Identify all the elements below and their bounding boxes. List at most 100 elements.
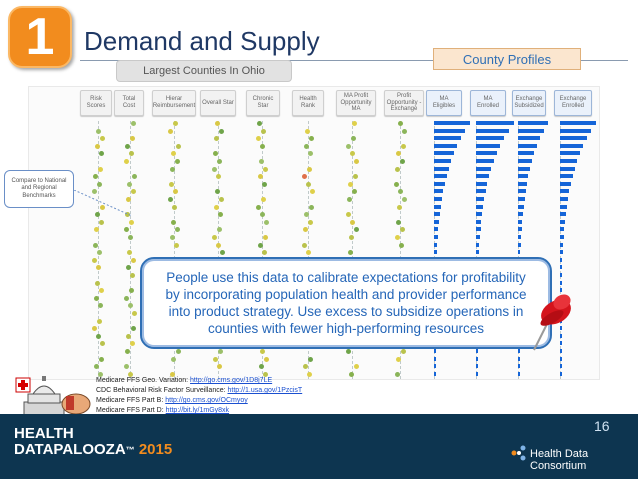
- metric-bar: [560, 136, 587, 141]
- metric-bar: [434, 174, 447, 179]
- metric-bar: [434, 128, 465, 133]
- metric-dot: [130, 341, 135, 347]
- metric-bar: [560, 280, 562, 285]
- reference-link[interactable]: http://bit.ly/1mGy8xk: [165, 407, 230, 414]
- page-number: 16: [594, 418, 610, 434]
- column-guide: [400, 121, 401, 380]
- metric-dot: [307, 166, 312, 172]
- metric-bar: [560, 212, 566, 217]
- metric-dot: [215, 189, 220, 195]
- metric-dot: [402, 128, 407, 134]
- metric-bar: [518, 227, 522, 232]
- reference-link[interactable]: http://go.cms.gov/1D8j7LE: [190, 377, 273, 384]
- metric-dot: [130, 136, 135, 142]
- reference-link[interactable]: http://go.cms.gov/OCmyoy: [165, 397, 248, 404]
- metric-dot: [132, 311, 137, 316]
- metric-dot: [348, 181, 353, 187]
- metric-dot: [129, 151, 134, 157]
- metric-bar: [560, 227, 565, 232]
- column-header[interactable]: MA Enrolled: [470, 90, 506, 116]
- metric-dot: [219, 128, 224, 134]
- metric-bar: [518, 128, 544, 133]
- metric-dot: [351, 136, 356, 142]
- metric-bar: [476, 143, 501, 148]
- county-profiles-tab[interactable]: County Profiles: [433, 48, 581, 70]
- metric-dot: [168, 197, 173, 202]
- metric-bar: [560, 356, 562, 361]
- metric-bar: [434, 242, 438, 247]
- metric-bar: [560, 341, 562, 346]
- metric-bar: [560, 121, 596, 125]
- metric-dot: [396, 219, 401, 225]
- reference-item: Medicare FFS Part D: http://bit.ly/1mGy8…: [96, 407, 230, 414]
- metric-dot: [128, 235, 133, 240]
- metric-dot: [306, 250, 311, 256]
- column-header[interactable]: MA Profit Opportunity MA: [336, 90, 376, 116]
- metric-dot: [256, 204, 261, 210]
- metric-dot: [170, 166, 175, 172]
- metric-dot: [395, 371, 400, 377]
- metric-dot: [258, 242, 263, 248]
- metric-dot: [124, 227, 129, 233]
- metric-dot: [100, 341, 105, 347]
- metric-bar: [434, 121, 470, 125]
- metric-dot: [346, 349, 351, 354]
- metric-bar: [476, 250, 479, 255]
- metric-bar: [560, 371, 562, 376]
- column-header[interactable]: Overall Star: [200, 90, 236, 116]
- metric-bar: [476, 235, 480, 239]
- metric-dot: [96, 333, 101, 339]
- column-header[interactable]: Total Cost: [114, 90, 144, 116]
- metric-bar: [518, 235, 522, 239]
- metric-dot: [100, 204, 105, 210]
- metric-dot: [346, 212, 351, 218]
- metric-dot: [302, 242, 307, 248]
- metric-dot: [353, 174, 358, 180]
- event-logo: HEALTH DATAPALOOZA™ 2015: [14, 425, 173, 458]
- column-header[interactable]: Chronic Star: [246, 90, 280, 116]
- metric-dot: [100, 136, 105, 142]
- reference-link[interactable]: http://1.usa.gov/1PzcisT: [227, 387, 303, 394]
- metric-dot: [350, 151, 355, 157]
- metric-dot: [97, 250, 102, 256]
- column-header[interactable]: Risk Scores: [80, 90, 112, 116]
- metric-dot: [257, 121, 262, 126]
- metric-bar: [476, 242, 480, 247]
- metric-bar: [560, 197, 568, 201]
- metric-dot: [125, 212, 130, 218]
- column-header[interactable]: Profit Opportunity -Exchange: [384, 90, 424, 116]
- metric-bar: [518, 204, 524, 209]
- metric-dot: [214, 136, 219, 142]
- column-header[interactable]: Hierar Reimbursement: [152, 90, 196, 116]
- metric-dot: [218, 212, 223, 218]
- metric-bar: [434, 189, 444, 194]
- column-header[interactable]: Exchange Enrolled: [554, 90, 592, 116]
- metric-dot: [129, 219, 134, 225]
- metric-dot: [170, 235, 175, 240]
- metric-dot: [213, 151, 218, 157]
- metric-dot: [397, 204, 402, 210]
- metric-dot: [398, 121, 403, 126]
- column-header[interactable]: Health Rank: [292, 90, 324, 116]
- column-header[interactable]: MA Eligibles: [426, 90, 462, 116]
- callout-pointer: [74, 190, 133, 217]
- metric-dot: [170, 371, 175, 377]
- metric-dot: [264, 356, 269, 362]
- metric-bar: [518, 136, 541, 141]
- metric-bar: [560, 181, 571, 186]
- metric-dot: [217, 159, 222, 164]
- metric-bar: [560, 273, 562, 277]
- metric-dot: [175, 227, 180, 233]
- metric-bar: [560, 128, 591, 133]
- metric-bar: [518, 356, 520, 361]
- metric-dot: [262, 250, 267, 256]
- column-header[interactable]: Exchange Subsidized: [512, 90, 546, 116]
- references-list: Medicare FFS Geo. Variation: http://go.c…: [96, 376, 302, 416]
- metric-bar: [476, 151, 497, 156]
- metric-dot: [131, 257, 136, 263]
- insight-message: People use this data to calibrate expect…: [140, 257, 552, 349]
- metric-bar: [434, 364, 436, 369]
- metric-dot: [309, 136, 314, 142]
- largest-counties-tab[interactable]: Largest Counties In Ohio: [116, 60, 292, 82]
- metric-dot: [172, 204, 177, 210]
